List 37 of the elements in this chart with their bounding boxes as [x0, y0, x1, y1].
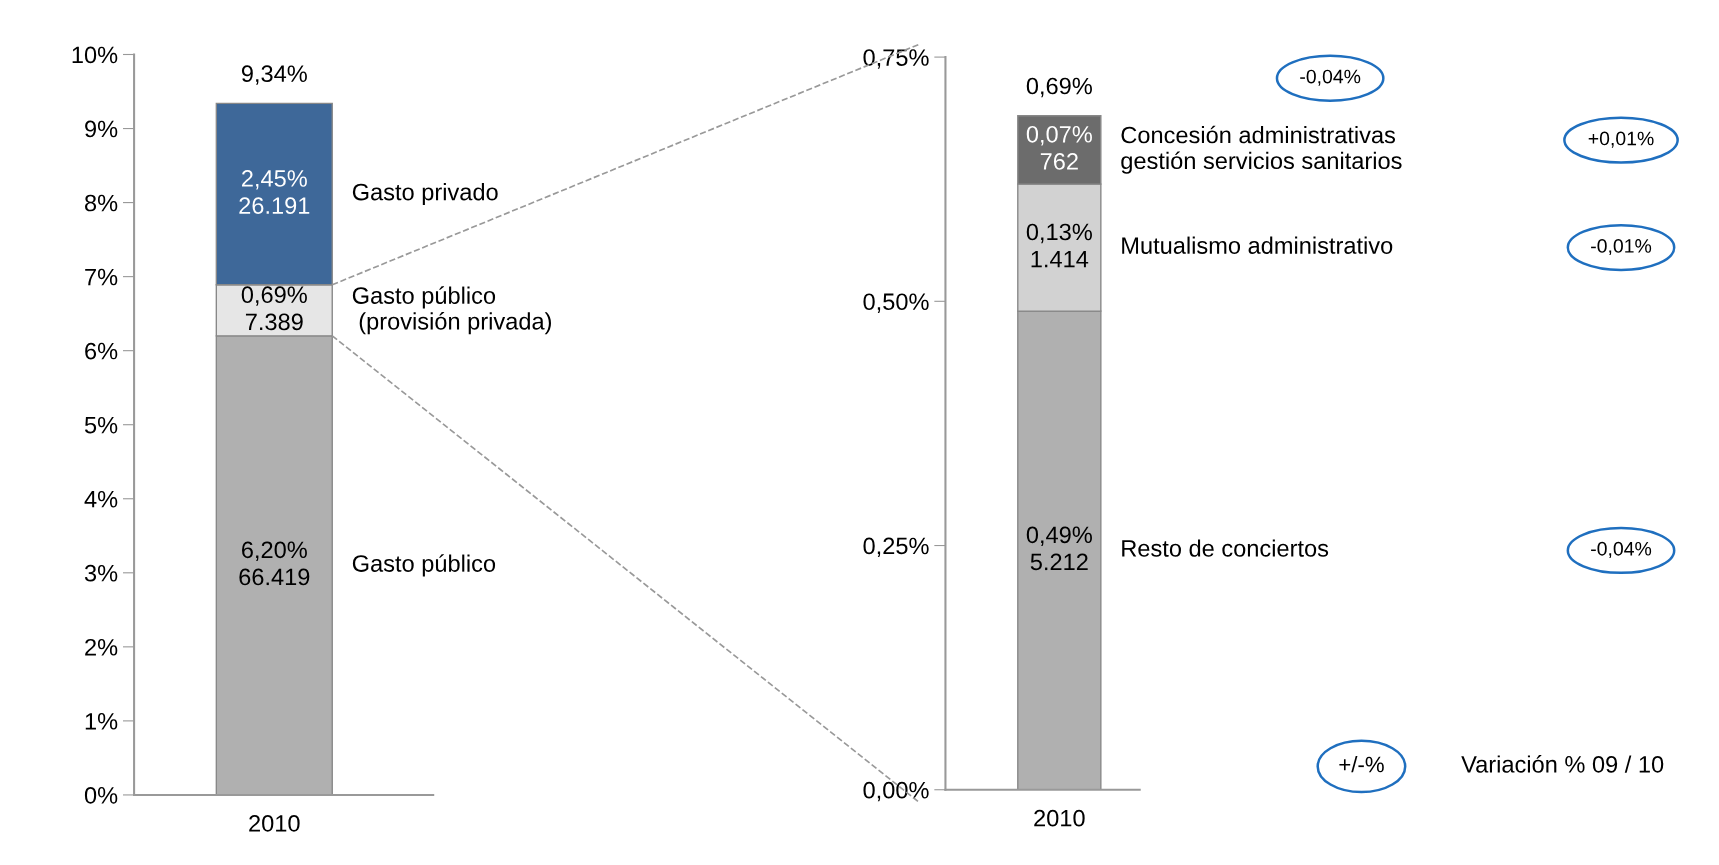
y-tick-label: 4%	[84, 490, 118, 508]
y-tick-label: 5%	[84, 416, 118, 434]
y-tick-label: 1%	[85, 713, 118, 730]
y-tick-label: 7%	[85, 268, 118, 286]
series-label: Gasto público (provisión privada)	[352, 286, 551, 335]
y-tick-label: 0%	[84, 787, 118, 804]
series-label: Concesión administrativas gestión servicios sanitarios	[1121, 125, 1402, 174]
series-label: Mutualismo administrativo	[1122, 236, 1393, 254]
y-tick-label: 0,25%	[863, 537, 929, 558]
text: -0,01%	[1591, 239, 1652, 256]
total-label: 9,34%	[241, 65, 307, 85]
data-label: 6,20% 66.419	[239, 541, 310, 586]
y-tick-label: 2%	[85, 638, 118, 656]
text: -0,04%	[1591, 541, 1652, 558]
x-tick-label: 2010	[1034, 809, 1085, 827]
y-tick-label: 9%	[85, 120, 118, 138]
x-tick-label: 2010	[249, 815, 300, 832]
total-label: 0,69%	[1026, 77, 1092, 98]
text: -0,04%	[1300, 69, 1361, 86]
text: +/-%	[1339, 756, 1384, 773]
y-tick-label: 3%	[84, 564, 118, 582]
series-label: Gasto privado	[352, 183, 498, 206]
text: Variación % 09 / 10	[1461, 755, 1664, 773]
y-tick-label: 0,50%	[863, 293, 929, 313]
y-tick-label: 0,75%	[863, 49, 929, 69]
series-label: Gasto público	[352, 554, 496, 577]
y-tick-label: 8%	[85, 194, 118, 212]
data-label: 0,07% 762	[1026, 125, 1092, 170]
y-tick-label: 0,00%	[863, 781, 929, 802]
data-label: 2,45% 26.191	[239, 170, 310, 214]
y-tick-label: 6%	[85, 342, 118, 360]
data-label: 0,13% 1.414	[1026, 223, 1092, 268]
data-label: 0,69% 7.389	[241, 286, 307, 331]
y-tick-label: 10%	[72, 46, 118, 64]
text: +0,01%	[1588, 131, 1654, 148]
data-label: 0,49% 5.212	[1026, 526, 1092, 571]
series-label: Resto de conciertos	[1122, 539, 1329, 557]
